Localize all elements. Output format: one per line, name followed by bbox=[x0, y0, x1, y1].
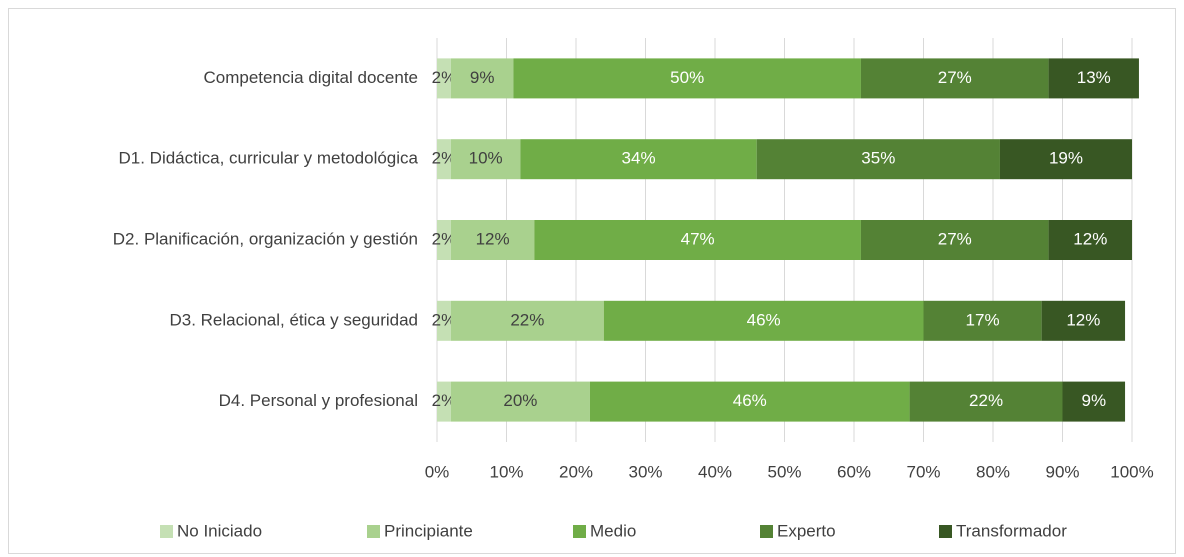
bar-segment bbox=[860, 220, 1049, 260]
chart-border bbox=[8, 8, 1176, 554]
bar-segment bbox=[1048, 58, 1139, 99]
legend-swatch bbox=[760, 525, 773, 538]
bar-segment bbox=[520, 139, 757, 180]
data-label: 22% bbox=[510, 310, 544, 329]
bar-segment bbox=[437, 139, 451, 180]
bar-segment bbox=[450, 58, 514, 99]
data-label: 34% bbox=[622, 149, 656, 168]
bar-segment bbox=[756, 139, 1000, 180]
bar-segment bbox=[923, 300, 1042, 341]
bar-segment bbox=[437, 381, 451, 422]
data-label: 2% bbox=[432, 391, 457, 410]
bar-segment bbox=[450, 139, 521, 180]
bar-segment bbox=[513, 58, 861, 99]
data-label: 27% bbox=[938, 229, 972, 248]
data-label: 17% bbox=[966, 310, 1000, 329]
y-tick-label: D2. Planificación, organización y gestió… bbox=[113, 229, 418, 248]
data-label: 2% bbox=[432, 149, 457, 168]
x-tick-label: 30% bbox=[628, 462, 662, 481]
x-tick-label: 70% bbox=[906, 462, 940, 481]
data-label: 2% bbox=[432, 310, 457, 329]
x-tick-label: 0% bbox=[425, 462, 450, 481]
bar-segment bbox=[437, 58, 451, 99]
x-tick-label: 20% bbox=[559, 462, 593, 481]
legend-label: No Iniciado bbox=[177, 521, 262, 540]
x-tick-label: 80% bbox=[976, 462, 1010, 481]
x-tick-label: 60% bbox=[837, 462, 871, 481]
bar-segment bbox=[450, 220, 535, 260]
bar-segment bbox=[450, 381, 590, 422]
bar-segment bbox=[589, 381, 910, 422]
data-label: 46% bbox=[747, 310, 781, 329]
data-label: 12% bbox=[1073, 229, 1107, 248]
data-label: 35% bbox=[861, 149, 895, 168]
legend-label: Medio bbox=[590, 521, 636, 540]
x-tick-label: 10% bbox=[489, 462, 523, 481]
data-label: 19% bbox=[1049, 149, 1083, 168]
y-tick-label: D4. Personal y profesional bbox=[219, 391, 418, 410]
data-label: 13% bbox=[1077, 68, 1111, 87]
y-tick-label: D1. Didáctica, curricular y metodológica bbox=[118, 149, 418, 168]
legend-label: Experto bbox=[777, 521, 836, 540]
y-tick-label: D3. Relacional, ética y seguridad bbox=[169, 310, 418, 329]
bar-segment bbox=[860, 58, 1049, 99]
data-label: 2% bbox=[432, 229, 457, 248]
legend-swatch bbox=[939, 525, 952, 538]
legend-swatch bbox=[573, 525, 586, 538]
bar-segment bbox=[909, 381, 1063, 422]
data-label: 9% bbox=[470, 68, 495, 87]
legend-label: Principiante bbox=[384, 521, 473, 540]
data-label: 50% bbox=[670, 68, 704, 87]
x-tick-label: 50% bbox=[767, 462, 801, 481]
data-label: 27% bbox=[938, 68, 972, 87]
data-label: 10% bbox=[469, 149, 503, 168]
x-tick-label: 100% bbox=[1110, 462, 1153, 481]
x-tick-label: 40% bbox=[698, 462, 732, 481]
bar-segment bbox=[1041, 300, 1126, 341]
y-tick-label: Competencia digital docente bbox=[203, 68, 418, 87]
data-label: 2% bbox=[432, 68, 457, 87]
legend-swatch bbox=[367, 525, 380, 538]
data-label: 47% bbox=[681, 229, 715, 248]
data-label: 20% bbox=[503, 391, 537, 410]
x-tick-label: 90% bbox=[1045, 462, 1079, 481]
bar-segment bbox=[534, 220, 861, 260]
bar-segment bbox=[999, 139, 1132, 180]
data-label: 12% bbox=[476, 229, 510, 248]
bar-segment bbox=[603, 300, 924, 341]
bar-segment bbox=[450, 300, 604, 341]
legend-swatch bbox=[160, 525, 173, 538]
bar-segment bbox=[437, 220, 451, 260]
data-label: 22% bbox=[969, 391, 1003, 410]
bar-segment bbox=[1062, 381, 1126, 422]
data-label: 12% bbox=[1066, 310, 1100, 329]
legend-label: Transformador bbox=[956, 521, 1067, 540]
bar-segment bbox=[437, 300, 451, 341]
data-label: 9% bbox=[1081, 391, 1106, 410]
bar-segment bbox=[1048, 220, 1132, 260]
data-label: 46% bbox=[733, 391, 767, 410]
